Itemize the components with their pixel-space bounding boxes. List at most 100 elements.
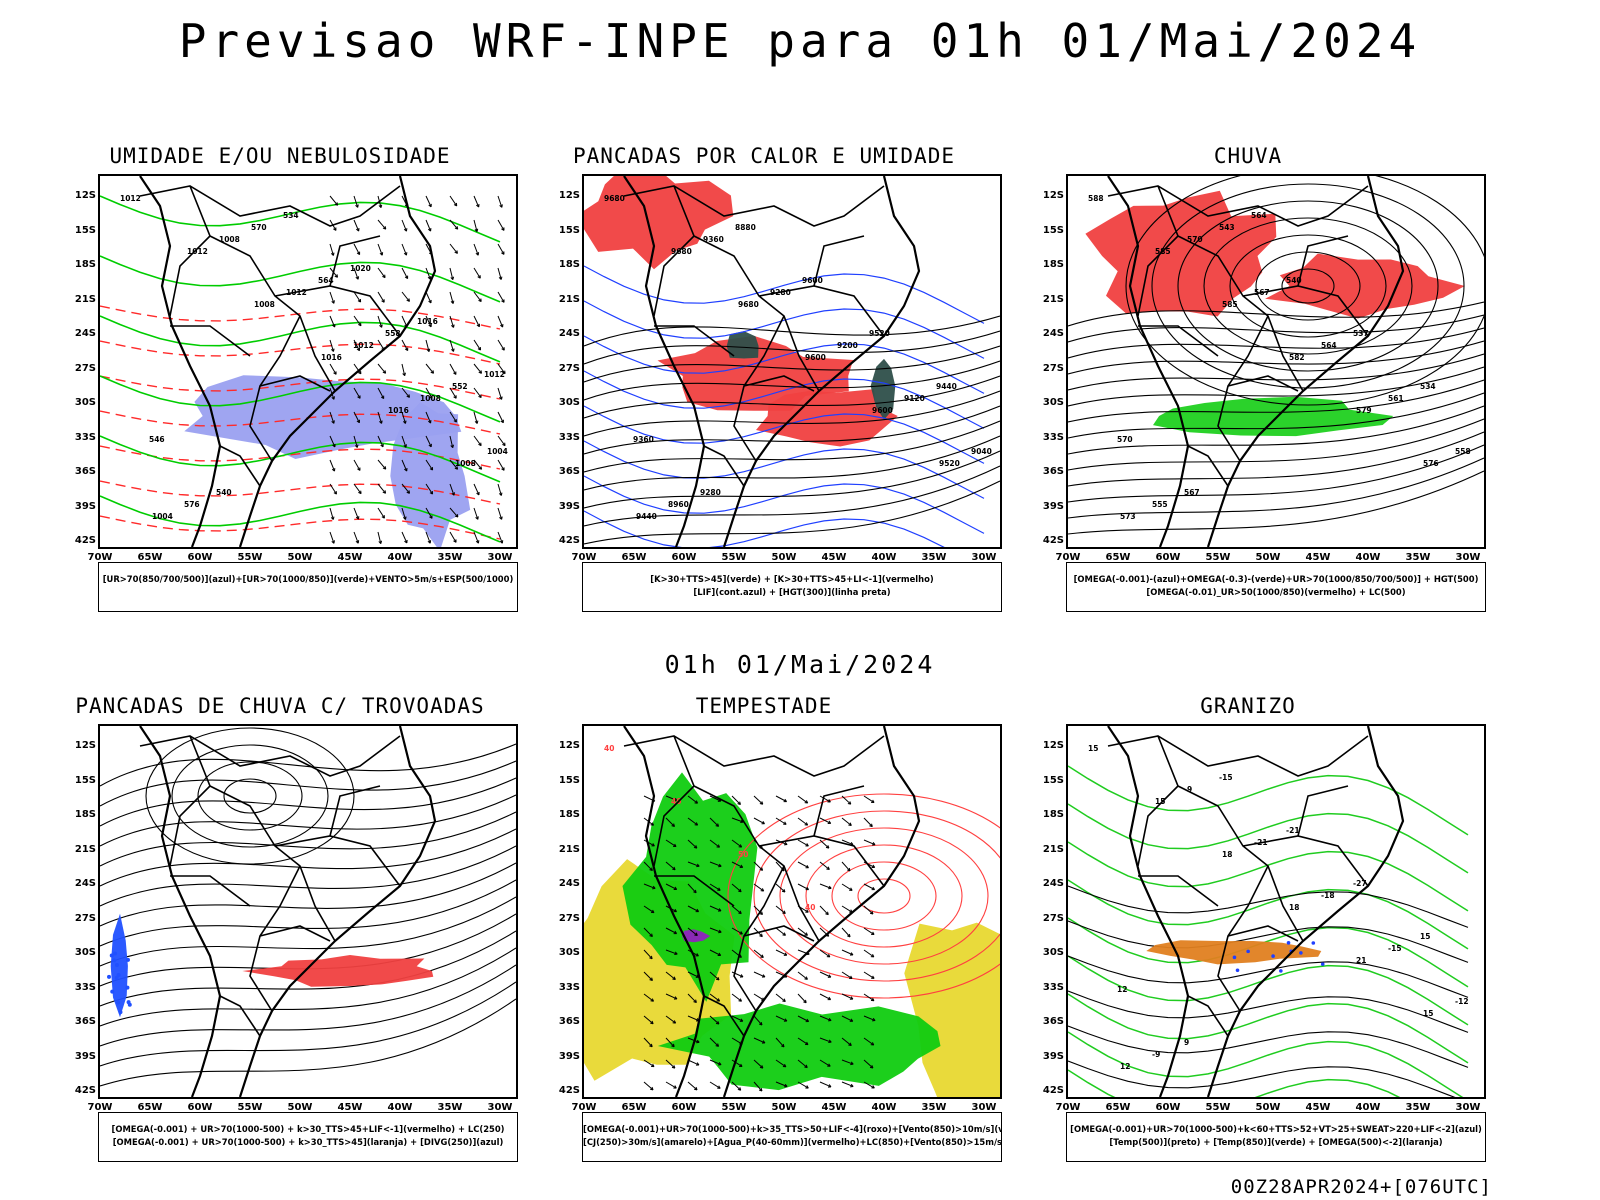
hgt500-contour: [1068, 301, 1484, 327]
lifted-index-contour: [584, 300, 985, 359]
state-border: [329, 235, 381, 287]
thermal-showers-area: [756, 389, 898, 447]
wind-vector-head: [738, 910, 742, 915]
state-border: [1217, 865, 1269, 1012]
panel-tempestade: TEMPESTADE 40 40 50 40 [OMEGA(-0.001)+UR>70…: [534, 694, 1002, 1184]
wind-vector: [731, 817, 744, 823]
contour-label: 15: [1420, 932, 1430, 941]
lc850-contour: [727, 793, 1000, 999]
wind-vector-head: [331, 323, 336, 328]
latitude-tick-label: 42S: [74, 1085, 96, 1096]
latitude-tick-label: 15S: [558, 774, 580, 786]
pacific-coastline: [1107, 726, 1190, 1097]
contour-label: 540: [1286, 276, 1302, 285]
wind-vector: [687, 927, 698, 936]
wind-vector: [841, 1059, 854, 1065]
hgt300-contour: [584, 405, 1000, 455]
wind-vector: [709, 795, 722, 802]
wind-vector: [709, 839, 720, 848]
wind-vector-head: [784, 1083, 788, 1088]
wind-vector-head: [403, 444, 407, 448]
hgt500-contour: [1068, 327, 1484, 359]
wind-vector: [687, 971, 699, 978]
contour-label: 1004: [152, 512, 173, 521]
wind-vector-head: [403, 252, 408, 256]
longitude-tick-label: 55W: [1205, 552, 1231, 563]
thickness-contour: [100, 410, 501, 435]
wind-vector: [353, 339, 360, 351]
wind-vector: [753, 1059, 764, 1069]
wind-vector-head: [739, 974, 744, 978]
wind-vector-head: [738, 998, 742, 1002]
longitude-tick-label: 55W: [237, 552, 263, 563]
thickness-contour: [100, 480, 501, 505]
panel-title: GRANIZO: [1200, 694, 1296, 718]
wind-vector: [643, 905, 655, 914]
contour-label: -18: [1321, 891, 1335, 900]
wind-vector: [709, 883, 721, 891]
latitude-tick-label: 27S: [558, 912, 580, 924]
contour-label: 1008: [455, 459, 476, 468]
wind-vector: [819, 1081, 832, 1088]
wind-vector: [753, 795, 764, 805]
lc250-streamline: [100, 964, 516, 1047]
wind-vector: [401, 507, 406, 520]
wind-vector: [863, 905, 874, 915]
longitude-tick-label: 60W: [187, 1102, 213, 1113]
hgt500-contour: [1068, 470, 1484, 535]
longitude-tick-label: 70W: [87, 1102, 113, 1113]
wind-vector-head: [501, 467, 505, 471]
hgt300-contour: [584, 375, 1000, 419]
latitude-tick-label: 33S: [1042, 431, 1064, 443]
longitude-tick-label: 35W: [437, 1102, 463, 1113]
lc250-vortex: [223, 778, 277, 814]
wind-vector: [473, 339, 481, 351]
wind-vector: [841, 839, 854, 846]
state-border: [274, 285, 401, 337]
wind-vector-head: [402, 372, 406, 377]
hgt300-contour: [584, 465, 1000, 527]
wind-vector-head: [805, 843, 809, 847]
map-plot: 9680 9680 9680 9600 9600 9520 9440 9360 9280 9200…: [582, 174, 1002, 549]
wind-vector-head: [871, 931, 875, 936]
contour-label: 1012: [187, 247, 208, 256]
thickness-contour: [100, 340, 501, 365]
k-tts-area: [870, 358, 896, 420]
wind-vector-head: [804, 976, 808, 980]
wind-vector: [819, 839, 830, 849]
temp850-contour: [1068, 955, 1469, 1026]
wind-vector-head: [453, 419, 457, 423]
contour-label: 9280: [700, 488, 721, 497]
wind-vector: [449, 435, 454, 448]
latitude-tick-label: 36S: [74, 466, 96, 477]
state-border: [1227, 375, 1299, 392]
legend-box: [K>30+TTS>45](verde) + [K>30+TTS>45+LI<-…: [582, 562, 1002, 612]
legend-line: [OMEGA(-0.001)-(azul)+OMEGA(-0.3)-(verde…: [1073, 574, 1479, 584]
wind-vector-head: [847, 933, 851, 938]
lifted-index-contour: [584, 335, 985, 394]
divergence-dot: [113, 951, 118, 956]
state-border: [1137, 785, 1179, 867]
latitude-tick-label: 36S: [1042, 466, 1064, 477]
wind-vector: [709, 993, 720, 1002]
wind-vector: [709, 949, 721, 956]
wind-vector-head: [827, 1084, 832, 1088]
hgt500-contour: [1068, 418, 1484, 471]
wind-vector-head: [673, 908, 677, 913]
contour-label: 1016: [321, 353, 342, 362]
contour-label: 1016: [417, 317, 438, 326]
wind-vector: [665, 971, 676, 980]
wind-vector-head: [827, 1063, 831, 1067]
wind-vector-head: [849, 1018, 854, 1022]
latitude-tick-label: 36S: [1042, 1016, 1064, 1027]
contour-label: 561: [1388, 394, 1404, 403]
longitude-tick-label: 45W: [1305, 1102, 1331, 1113]
wind-vector: [497, 243, 505, 255]
longitude-tick-label: 30W: [1455, 552, 1481, 563]
map-plot: 1012 1012 1008 1016 1016 1008 1004 1008 1012 1012…: [98, 174, 518, 549]
wind-vector-head: [717, 887, 721, 891]
wind-vector-head: [673, 1085, 677, 1089]
wind-vector-head: [826, 866, 830, 870]
latitude-tick-label: 12S: [558, 740, 580, 751]
latitude-tick-label: 36S: [74, 1016, 96, 1027]
